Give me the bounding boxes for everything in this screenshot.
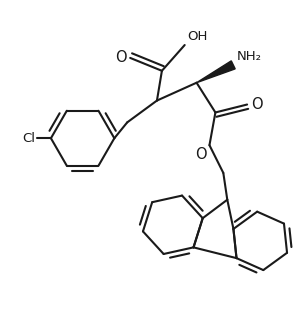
Text: O: O [195, 147, 207, 162]
Text: O: O [251, 97, 263, 112]
Text: Cl: Cl [22, 132, 35, 145]
Polygon shape [197, 61, 235, 83]
Text: NH₂: NH₂ [237, 50, 262, 63]
Text: OH: OH [188, 30, 208, 43]
Text: O: O [116, 50, 127, 65]
